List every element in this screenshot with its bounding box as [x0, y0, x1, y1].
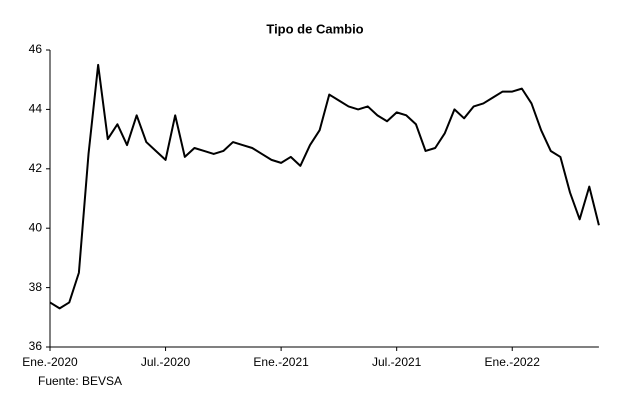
source-note: Fuente: BEVSA	[38, 374, 122, 388]
chart-title: Tipo de Cambio	[266, 21, 363, 36]
y-tick-label: 42	[29, 161, 43, 175]
x-tick-label: Ene.-2021	[253, 355, 309, 369]
y-tick-label: 44	[29, 102, 43, 116]
x-tick-label: Jul.-2021	[372, 355, 422, 369]
x-tick-label: Ene.-2020	[22, 355, 78, 369]
x-tick-label: Jul.-2020	[141, 355, 191, 369]
y-tick-label: 36	[29, 339, 43, 353]
line	[49, 63, 600, 310]
y-tick-label: 38	[29, 280, 43, 294]
x-tick-label: Ene.-2022	[485, 355, 541, 369]
y-tick-label: 46	[29, 42, 43, 56]
y-tick-label: 40	[29, 220, 43, 234]
